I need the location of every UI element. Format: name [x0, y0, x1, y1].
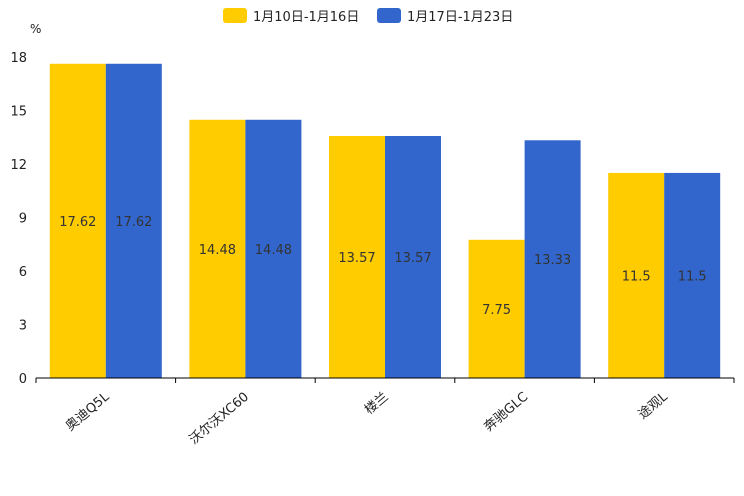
data-label-series-1-沃尔沃XC60: 14.48: [199, 243, 236, 258]
bar-series-2-沃尔沃XC60[interactable]: [245, 119, 302, 379]
bar-series-2-奥迪Q5L[interactable]: [105, 63, 162, 378]
data-label-series-1-途观L: 11.5: [622, 269, 651, 284]
data-label-series-2-沃尔沃XC60: 14.48: [255, 243, 292, 258]
data-label-series-2-奔驰GLC: 13.33: [534, 253, 571, 268]
legend-label-series-2[interactable]: 1月17日-1月23日: [407, 10, 513, 25]
legend-label-series-1[interactable]: 1月10日-1月16日: [253, 10, 359, 25]
data-label-series-1-楼兰: 13.57: [338, 251, 375, 266]
y-tick-label-3: 3: [19, 319, 27, 334]
bar-series-1-奥迪Q5L[interactable]: [49, 63, 106, 378]
bar-series-1-楼兰[interactable]: [329, 136, 385, 378]
data-labels: 17.62 14.48 13.57 7.75 11.5 17.62 14.48 13.57 13…: [59, 215, 706, 318]
y-axis-unit: %: [30, 22, 41, 36]
x-category-label-奔驰GLC: 奔驰GLC: [481, 390, 531, 435]
legend-swatch-series-1[interactable]: [223, 8, 247, 23]
bar-series-2-途观L[interactable]: [664, 172, 721, 378]
y-tick-label-18: 18: [10, 51, 27, 66]
bar-series-1-奔驰GLC[interactable]: [468, 239, 525, 378]
y-tick-label-9: 9: [19, 212, 27, 227]
data-label-series-1-奔驰GLC: 7.75: [482, 303, 511, 318]
bar-series-2-奔驰GLC[interactable]: [524, 140, 581, 378]
x-category-label-奥迪Q5L: 奥迪Q5L: [63, 389, 113, 434]
y-axis: 0 3 6 9 12 15 18: [10, 51, 27, 387]
bar-series-1-沃尔沃XC60[interactable]: [189, 119, 246, 379]
x-category-label-途观L: 途观L: [635, 388, 671, 422]
data-label-series-2-途观L: 11.5: [678, 269, 707, 284]
y-tick-label-12: 12: [10, 158, 27, 173]
y-tick-label-15: 15: [10, 105, 27, 120]
bar-series-2-楼兰[interactable]: [385, 136, 441, 378]
data-label-series-2-奥迪Q5L: 17.62: [115, 215, 152, 230]
x-category-label-楼兰: 楼兰: [362, 390, 392, 418]
bar-series-1-途观L[interactable]: [608, 172, 665, 378]
legend: 1月10日-1月16日 1月17日-1月23日: [223, 8, 513, 25]
data-label-series-1-奥迪Q5L: 17.62: [59, 215, 96, 230]
x-axis: 奥迪Q5L 沃尔沃XC60 楼兰 奔驰GLC 途观L: [35, 377, 735, 448]
x-category-label-沃尔沃XC60: 沃尔沃XC60: [187, 390, 252, 448]
legend-swatch-series-2[interactable]: [377, 8, 401, 23]
bars: [49, 63, 721, 379]
data-label-series-2-楼兰: 13.57: [394, 251, 431, 266]
y-tick-label-6: 6: [19, 265, 27, 280]
y-tick-label-0: 0: [19, 372, 27, 387]
